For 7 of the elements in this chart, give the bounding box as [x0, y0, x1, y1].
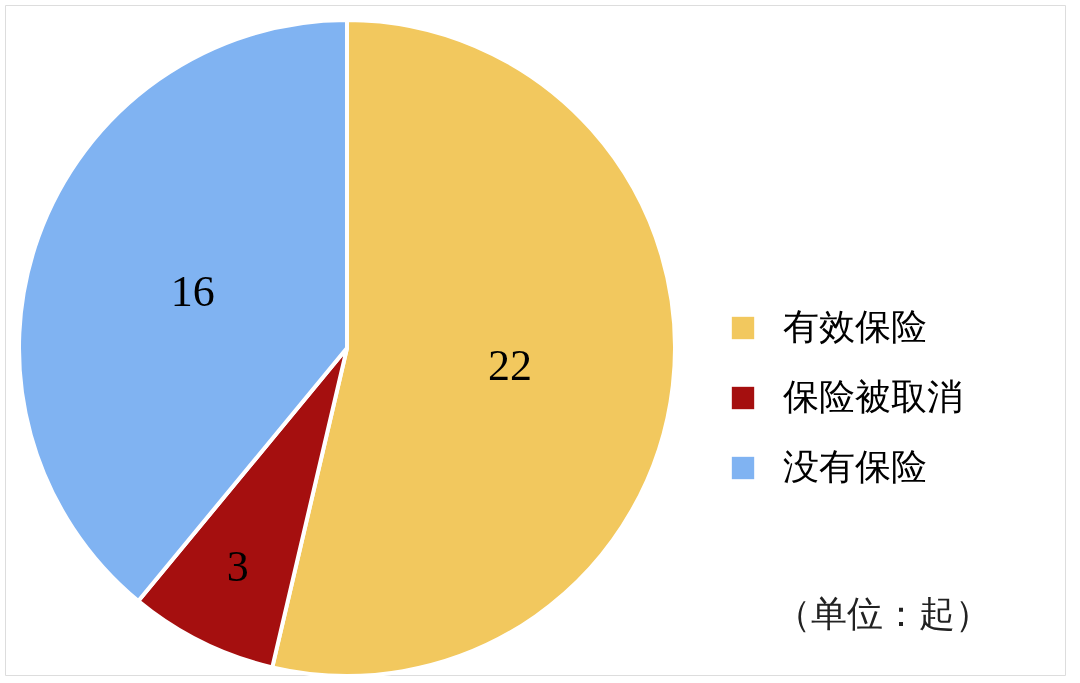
legend-label: 没有保险: [783, 446, 927, 487]
data-label: 3: [226, 542, 249, 592]
legend-label: 保险被取消: [783, 376, 963, 417]
legend-label: 有效保险: [783, 306, 927, 347]
data-label: 16: [170, 266, 215, 316]
data-label: 22: [487, 340, 532, 390]
text: （单位：起）: [775, 593, 991, 634]
